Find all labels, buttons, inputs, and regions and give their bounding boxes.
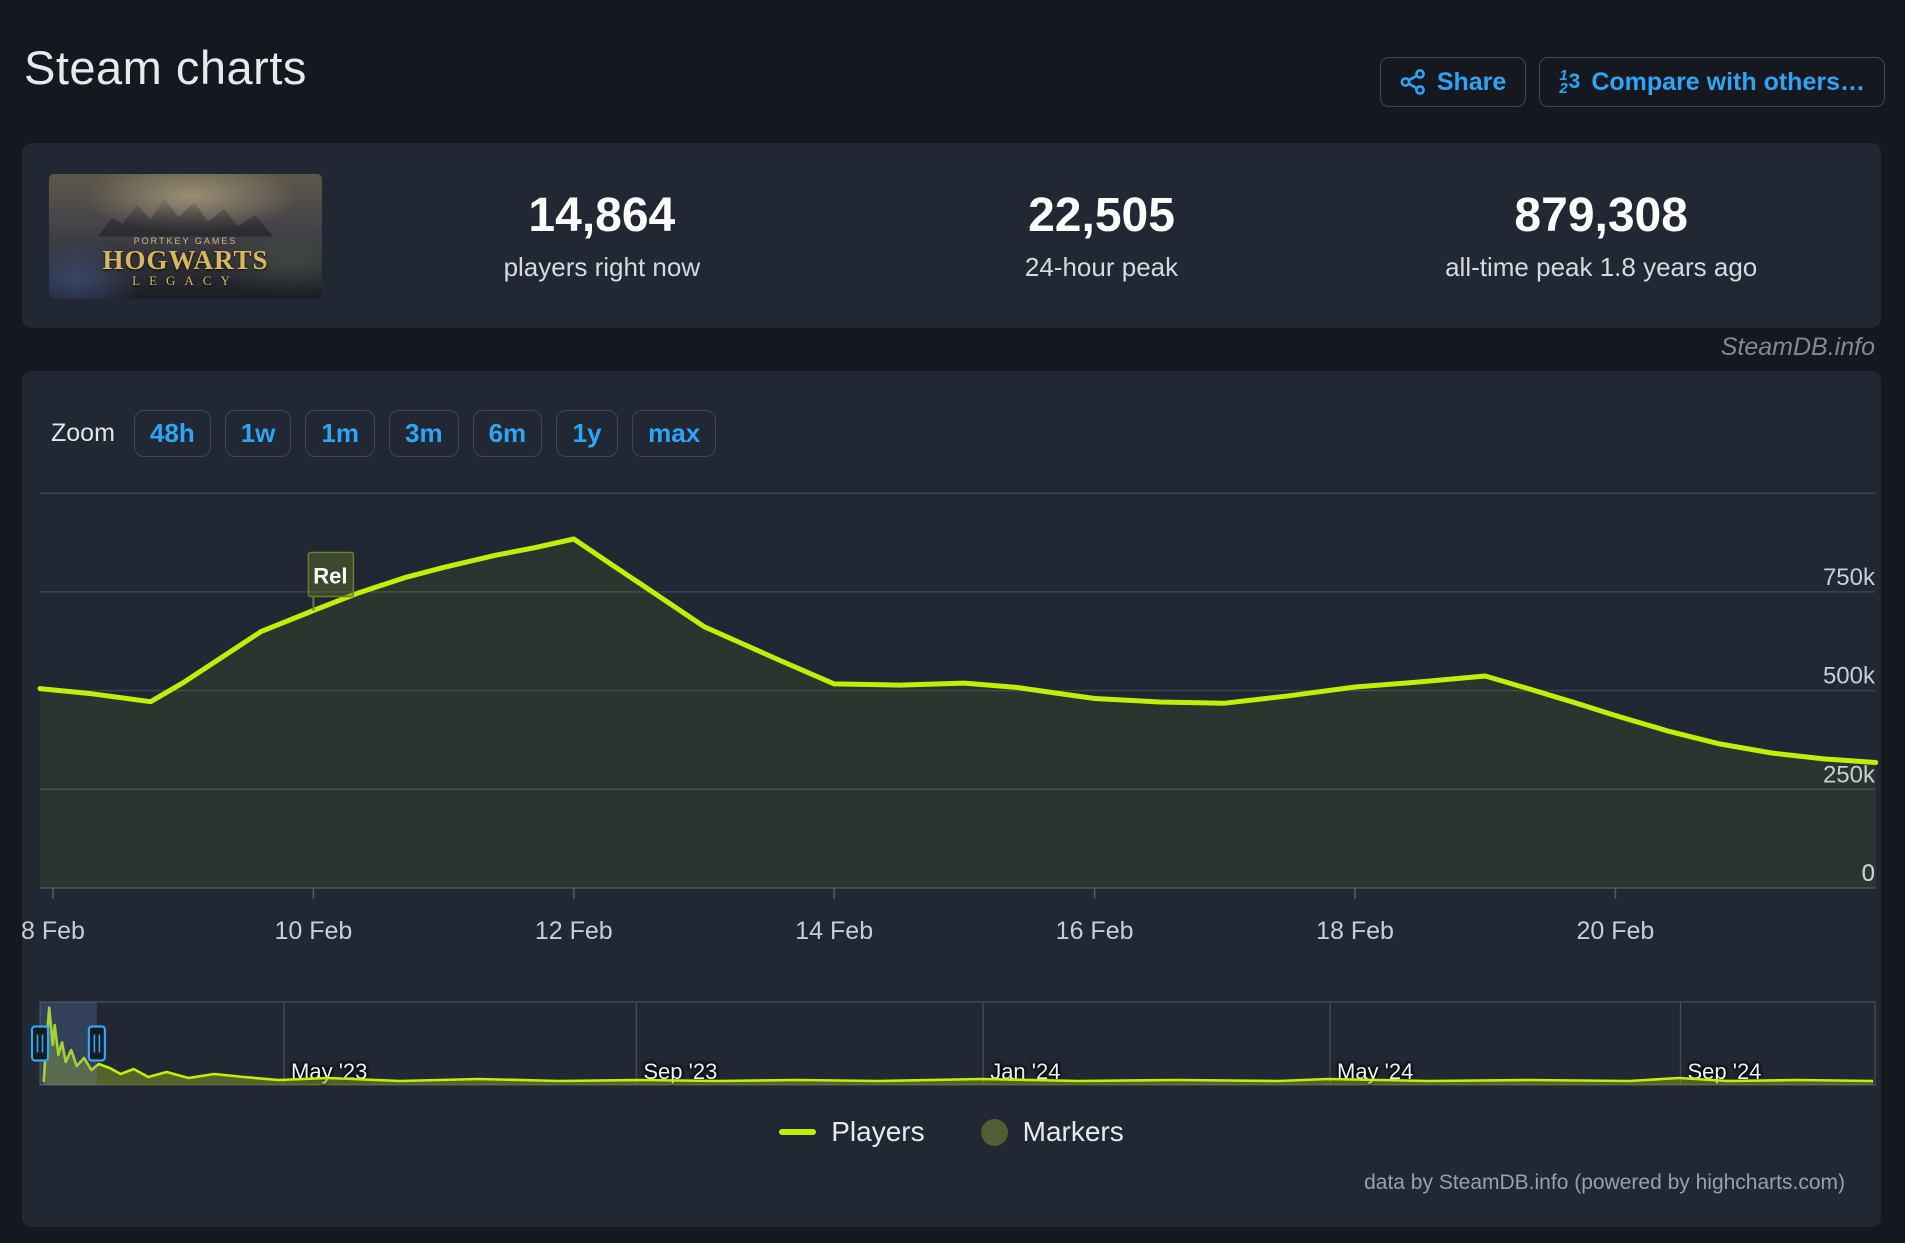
stat-value: 14,864 — [528, 189, 676, 242]
x-tick-label: 14 Feb — [795, 917, 873, 945]
stat-label: players right now — [503, 252, 701, 282]
zoom-range-1m[interactable]: 1m — [305, 410, 375, 457]
x-tick-label: 8 Feb — [22, 917, 85, 945]
x-tick-label: 16 Feb — [1056, 917, 1134, 945]
stat-value: 879,308 — [1514, 189, 1688, 242]
players-line — [37, 536, 1879, 765]
y-tick-label: 500k — [1823, 663, 1876, 690]
stat-alltime-peak: 879,308 all-time peak 1.8 years ago — [1351, 143, 1851, 328]
navigator-line — [42, 1006, 1874, 1083]
markers-circle-swatch — [980, 1118, 1008, 1146]
x-tick-label: 20 Feb — [1576, 917, 1654, 945]
legend-label: Players — [831, 1116, 925, 1147]
chart-legend: Players Markers — [22, 1116, 1881, 1148]
stat-value: 22,505 — [1028, 189, 1175, 242]
zoom-range-48h[interactable]: 48h — [133, 410, 211, 457]
zoom-range-6m[interactable]: 6m — [472, 410, 543, 457]
players-line-swatch — [779, 1129, 817, 1135]
main-grid — [40, 492, 1875, 791]
stat-label: all-time peak 1.8 years ago — [1445, 252, 1758, 282]
stats-panel: PORTKEY GAMES HOGWARTS LEGACY 14,864 pla… — [22, 143, 1881, 328]
release-annotation: Rel — [307, 551, 355, 611]
stat-current-players: 14,864 players right now — [352, 143, 852, 328]
x-tick-label: 10 Feb — [274, 917, 352, 945]
y-tick-label: 750k — [1823, 564, 1876, 591]
share-button-label: Share — [1436, 67, 1507, 96]
x-axis: 8 Feb 10 Feb 12 Feb 14 Feb 16 Feb 18 Feb 20 Fe… — [22, 887, 1875, 945]
zoom-range-1y[interactable]: 1y — [556, 410, 619, 457]
y-tick-label: 0 — [1862, 860, 1875, 887]
game-capsule-image: PORTKEY GAMES HOGWARTS LEGACY — [49, 174, 322, 299]
legend-item-markers[interactable]: Markers — [980, 1116, 1124, 1148]
steamdb-watermark: SteamDB.info — [1720, 333, 1875, 361]
navigator-handle-left[interactable] — [30, 1025, 50, 1062]
x-tick-label: 12 Feb — [535, 917, 613, 945]
navigator: May '23 Sep '23 Jan '24 May '24 Sep '24 — [30, 1001, 1876, 1086]
release-flag[interactable] — [307, 551, 355, 598]
zoom-range-1w[interactable]: 1w — [224, 410, 292, 457]
y-tick-label-zero: 0 — [1862, 860, 1875, 887]
page-title: Steam charts — [24, 41, 307, 94]
players-series — [37, 536, 1879, 888]
game-title-text: HOGWARTS — [102, 245, 269, 275]
stat-label: 24-hour peak — [1024, 252, 1179, 282]
x-tick-label: 18 Feb — [1316, 917, 1394, 945]
release-flag-label: Rel — [313, 563, 347, 588]
legend-label: Markers — [1022, 1116, 1124, 1147]
zoom-range-3m[interactable]: 3m — [388, 410, 459, 457]
navigator-selected-range[interactable] — [40, 1002, 97, 1085]
navigator-handle-right[interactable] — [87, 1025, 106, 1062]
zoom-controls: Zoom 48h 1w 1m 3m 6m 1y max — [51, 410, 717, 457]
zoom-label: Zoom — [51, 419, 115, 447]
zoom-range-max[interactable]: max — [632, 410, 717, 457]
legend-item-players[interactable]: Players — [779, 1116, 925, 1148]
share-icon — [1400, 69, 1426, 95]
chart-credits: data by SteamDB.info (powered by highcha… — [1364, 1171, 1845, 1194]
game-subtitle-text: LEGACY — [132, 273, 239, 288]
chart-panel: Zoom 48h 1w 1m 3m 6m 1y max Rel 0 250k 500k 750k 0… — [22, 371, 1881, 1227]
share-button[interactable]: Share — [1379, 57, 1527, 107]
stat-24h-peak: 22,505 24-hour peak — [852, 143, 1352, 328]
stats-columns: 14,864 players right now 22,505 24-hour … — [352, 143, 1851, 328]
compare-button-label: Compare with others… — [1591, 67, 1865, 96]
y-tick-label: 250k — [1823, 761, 1876, 788]
game-publisher-text: PORTKEY GAMES — [133, 236, 238, 246]
